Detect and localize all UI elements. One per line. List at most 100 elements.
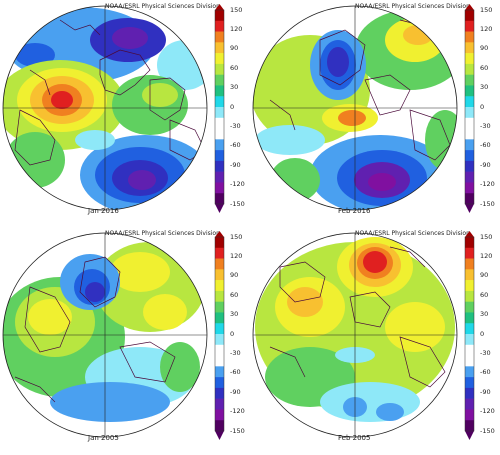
- colorbar-tick-label: 30: [230, 83, 239, 92]
- colorbar-segment: [215, 280, 224, 292]
- colorbar-segment: [465, 128, 474, 140]
- colorbar-tick-label: -90: [480, 160, 491, 169]
- colorbar-min-arrow: [215, 204, 224, 213]
- colorbar-segment: [465, 182, 474, 194]
- colorbar-segment: [465, 269, 474, 281]
- colorbar-segment: [215, 312, 224, 324]
- colorbar-segment: [465, 409, 474, 421]
- colorbar-tick-label: 120: [480, 24, 493, 33]
- colorbar-strip: [464, 231, 475, 440]
- colorbar: 150 120 90 60 30 0 -30 -60 -90 -120 -150: [462, 231, 500, 443]
- colorbar-tick-label: -30: [480, 121, 491, 130]
- polar-map-jan-2005: [2, 232, 208, 438]
- colorbar-segment: [215, 301, 224, 313]
- colorbar-segment: [215, 128, 224, 140]
- colorbar-segment: [465, 117, 474, 129]
- colorbar-tick-label: -30: [230, 121, 241, 130]
- colorbar-segment: [465, 31, 474, 43]
- colorbar-segment: [465, 387, 474, 399]
- colorbar-segment: [215, 355, 224, 367]
- map-caption: Feb 2016: [338, 207, 371, 215]
- map-panel-feb-2005: NOAA/ESRL Physical Sciences Division Feb…: [250, 227, 500, 454]
- colorbar-segment: [465, 63, 474, 75]
- colorbar-tick-label: 150: [480, 232, 493, 241]
- credit-text: NOAA/ESRL Physical Sciences Division: [105, 3, 220, 10]
- colorbar-segment: [465, 10, 474, 22]
- colorbar-segment: [215, 323, 224, 335]
- colorbar-segment: [215, 366, 224, 378]
- colorbar-segment: [465, 334, 474, 346]
- colorbar-segment: [465, 344, 474, 356]
- colorbar-tick-label: 60: [480, 63, 489, 72]
- colorbar-tick-label: 90: [230, 44, 239, 53]
- colorbar-max-arrow: [215, 231, 224, 237]
- colorbar-segment: [465, 150, 474, 162]
- credit-text: NOAA/ESRL Physical Sciences Division: [105, 230, 220, 237]
- colorbar-segment: [215, 20, 224, 32]
- colorbar-tick-label: 120: [230, 24, 243, 33]
- colorbar-tick-label: -120: [480, 180, 495, 189]
- colorbar-tick-label: 150: [230, 5, 243, 14]
- polar-map-feb-2016: [252, 5, 458, 211]
- colorbar-segment: [465, 96, 474, 108]
- colorbar-segment: [215, 96, 224, 108]
- colorbar-segment: [465, 301, 474, 313]
- colorbar-segment: [465, 53, 474, 65]
- colorbar-segment: [465, 290, 474, 302]
- colorbar-segment: [465, 171, 474, 183]
- credit-text: NOAA/ESRL Physical Sciences Division: [355, 230, 470, 237]
- colorbar-max-arrow: [215, 4, 224, 10]
- colorbar-segment: [465, 398, 474, 410]
- colorbar-tick-label: 0: [480, 102, 485, 111]
- colorbar-segment: [215, 53, 224, 65]
- colorbar-tick-label: -60: [230, 141, 241, 150]
- colorbar-tick-label: 90: [230, 271, 239, 280]
- colorbar-segment: [465, 193, 474, 205]
- colorbar-segment: [465, 237, 474, 249]
- colorbar-tick-label: -150: [230, 426, 245, 435]
- colorbar-segment: [215, 10, 224, 22]
- colorbar-tick-label: -150: [230, 199, 245, 208]
- colorbar-segment: [465, 258, 474, 270]
- map-panel-feb-2016: NOAA/ESRL Physical Sciences Division Feb…: [250, 0, 500, 227]
- colorbar-tick-label: -60: [480, 368, 491, 377]
- colorbar-segment: [465, 247, 474, 259]
- colorbar-segment: [465, 377, 474, 389]
- colorbar-max-arrow: [465, 4, 474, 10]
- colorbar-tick-label: -60: [230, 368, 241, 377]
- colorbar: 150 120 90 60 30 0 -30 -60 -90 -120 -150: [462, 4, 500, 216]
- colorbar-tick-label: 30: [480, 310, 489, 319]
- colorbar-tick-label: 30: [230, 310, 239, 319]
- colorbar-segment: [215, 63, 224, 75]
- colorbar-segment: [215, 334, 224, 346]
- colorbar-tick-label: 90: [480, 271, 489, 280]
- colorbar-tick-label: 150: [230, 232, 243, 241]
- colorbar-min-arrow: [465, 431, 474, 440]
- colorbar-tick-label: -150: [480, 426, 495, 435]
- colorbar-tick-label: 120: [230, 251, 243, 260]
- colorbar-tick-label: -90: [230, 160, 241, 169]
- colorbar-tick-label: -150: [480, 199, 495, 208]
- colorbar-segment: [465, 160, 474, 172]
- map-panel-jan-2016: NOAA/ESRL Physical Sciences Division Jan…: [0, 0, 250, 227]
- colorbar-tick-label: 150: [480, 5, 493, 14]
- colorbar-tick-label: 0: [230, 329, 235, 338]
- colorbar-segment: [465, 42, 474, 54]
- colorbar-segment: [465, 312, 474, 324]
- colorbar-tick-label: -120: [480, 407, 495, 416]
- colorbar-strip: [214, 231, 225, 440]
- colorbar-segment: [215, 182, 224, 194]
- colorbar-segment: [215, 377, 224, 389]
- colorbar-segment: [465, 139, 474, 151]
- colorbar-segment: [215, 344, 224, 356]
- colorbar-segment: [215, 237, 224, 249]
- colorbar-tick-label: -120: [230, 407, 245, 416]
- colorbar-strip: [464, 4, 475, 213]
- colorbar-segment: [215, 150, 224, 162]
- colorbar-segment: [465, 355, 474, 367]
- colorbar-strip: [214, 4, 225, 213]
- colorbar-segment: [215, 269, 224, 281]
- colorbar-segment: [215, 193, 224, 205]
- colorbar-segment: [215, 107, 224, 119]
- colorbar-tick-label: -30: [480, 348, 491, 357]
